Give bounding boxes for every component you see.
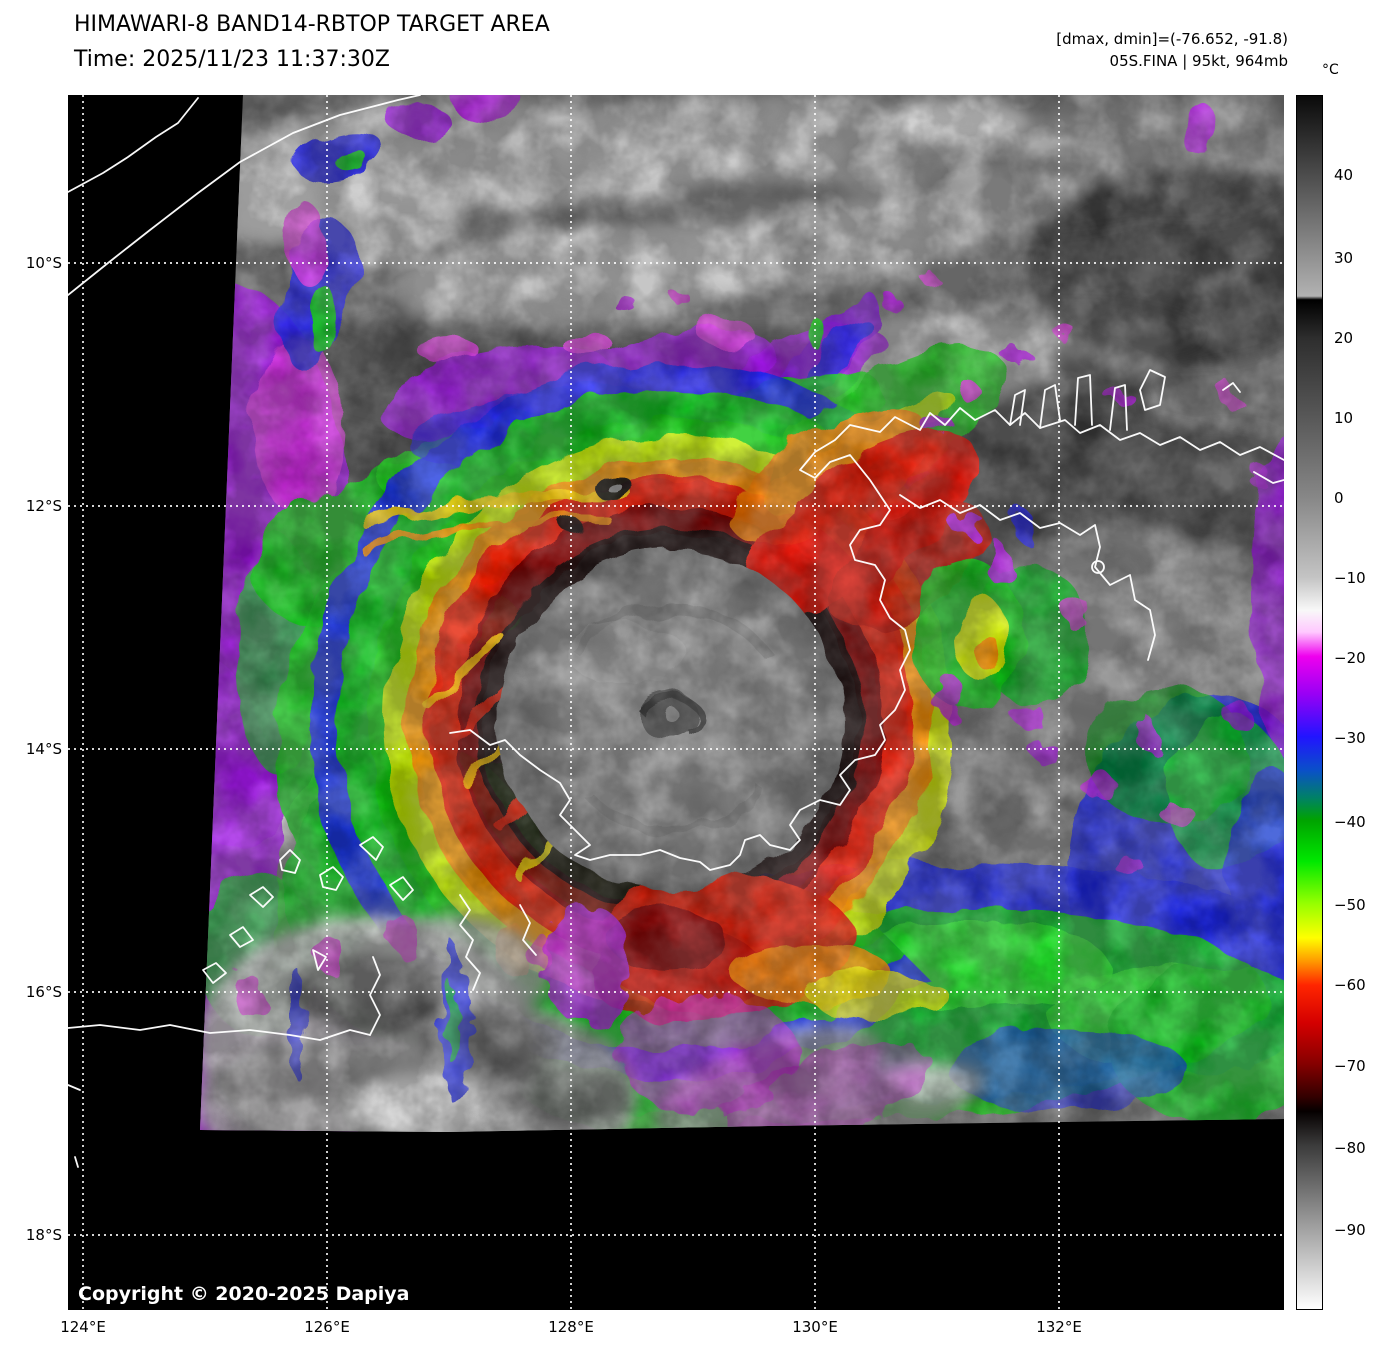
lat-tick-label: 12°S [25, 497, 62, 515]
timestamp: Time: 2025/11/23 11:37:30Z [74, 47, 390, 72]
colorbar-tick: 30 [1334, 249, 1354, 267]
colorbar-tick: −10 [1334, 569, 1366, 587]
copyright-watermark: Copyright © 2020-2025 Dapiya [78, 1283, 410, 1305]
lon-tick-label: 124°E [60, 1318, 106, 1336]
lon-tick-label: 132°E [1036, 1318, 1082, 1336]
satellite-data-sector [200, 95, 1284, 1132]
temperature-colorbar [1296, 95, 1323, 1310]
colorbar-tick: −80 [1334, 1139, 1366, 1157]
lat-tick-label: 18°S [25, 1226, 62, 1244]
page-title: HIMAWARI-8 BAND14-RBTOP TARGET AREA [74, 12, 550, 37]
colorbar-tick: 40 [1334, 166, 1354, 184]
noise-texture-dark [200, 95, 1284, 1132]
colorbar-tick: −20 [1334, 649, 1366, 667]
lat-tick-label: 14°S [25, 740, 62, 758]
coastlines [67, 94, 1285, 1168]
lat-tick-label: 10°S [25, 254, 62, 272]
colorbar-tick: −40 [1334, 813, 1366, 831]
satellite-image [67, 94, 1285, 1310]
colorbar-tick: 0 [1334, 489, 1344, 507]
lon-tick-label: 130°E [792, 1318, 838, 1336]
colorbar-tick: −70 [1334, 1057, 1366, 1075]
lat-tick-label: 16°S [25, 983, 62, 1001]
colorbar-tick: 20 [1334, 329, 1354, 347]
colorbar-unit-label: °C [1322, 62, 1339, 78]
graticule-gridlines [68, 95, 1284, 1310]
colorbar-tick: 10 [1334, 409, 1354, 427]
colorbar-tick: −60 [1334, 976, 1366, 994]
satellite-map: Copyright © 2020-2025 Dapiya [67, 94, 1285, 1310]
colorbar-tick: −50 [1334, 896, 1366, 914]
colorbar-tick: −90 [1334, 1221, 1366, 1239]
dmax-dmin-annotation: [dmax, dmin]=(-76.652, -91.8) [1056, 30, 1288, 48]
storm-info-annotation: 05S.FINA | 95kt, 964mb [1109, 52, 1288, 70]
lon-tick-label: 126°E [304, 1318, 350, 1336]
lon-tick-label: 128°E [548, 1318, 594, 1336]
colorbar-tick: −30 [1334, 729, 1366, 747]
